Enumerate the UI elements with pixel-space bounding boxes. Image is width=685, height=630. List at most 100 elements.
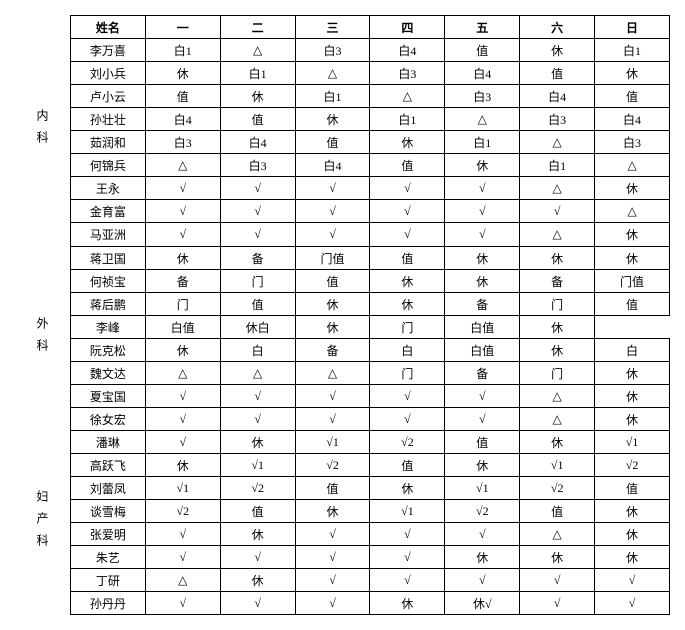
shift-cell: 门: [220, 270, 295, 293]
shift-cell: √: [145, 592, 220, 615]
shift-cell: 休: [520, 316, 595, 339]
shift-cell: 休: [370, 477, 445, 500]
shift-cell: 休: [520, 339, 595, 362]
shift-cell: 值: [520, 500, 595, 523]
shift-cell: 休: [145, 247, 220, 270]
name-cell: 李峰: [71, 316, 146, 339]
shift-cell: √: [220, 223, 295, 247]
shift-cell: √: [595, 592, 670, 615]
dept-label: 妇产科: [15, 431, 71, 615]
shift-cell: 白4: [595, 108, 670, 131]
shift-cell: 值: [520, 62, 595, 85]
shift-cell: √2: [445, 500, 520, 523]
shift-cell: √2: [295, 454, 370, 477]
header-day-3: 四: [370, 16, 445, 39]
shift-cell: △: [445, 108, 520, 131]
shift-cell: 白4: [220, 131, 295, 154]
shift-cell: √2: [370, 431, 445, 454]
shift-cell: √: [295, 523, 370, 546]
corner-blank: [15, 16, 71, 39]
name-cell: 夏宝国: [71, 385, 146, 408]
name-cell: 刘小兵: [71, 62, 146, 85]
shift-cell: 白3: [520, 108, 595, 131]
shift-cell: √: [145, 223, 220, 247]
shift-cell: √2: [145, 500, 220, 523]
shift-cell: 白值: [145, 316, 220, 339]
shift-cell: 白4: [295, 154, 370, 177]
shift-cell: △: [145, 362, 220, 385]
shift-cell: 休白: [220, 316, 295, 339]
header-day-1: 二: [220, 16, 295, 39]
shift-cell: √: [220, 200, 295, 223]
shift-cell: 白1: [295, 85, 370, 108]
shift-cell: 门: [520, 293, 595, 316]
shift-cell: △: [370, 85, 445, 108]
shift-cell: √: [445, 385, 520, 408]
schedule-table: 姓名一二三四五六日内科李万喜白1△白3白4值休白1刘小兵休白1△白3白4值休卢小…: [15, 15, 670, 615]
shift-cell: 休: [520, 546, 595, 569]
shift-cell: √: [295, 569, 370, 592]
shift-cell: 白: [595, 339, 670, 362]
shift-cell: 值: [295, 477, 370, 500]
shift-cell: 休: [145, 62, 220, 85]
shift-cell: √: [370, 546, 445, 569]
shift-cell: √: [220, 408, 295, 431]
shift-cell: √: [145, 408, 220, 431]
shift-cell: √: [295, 592, 370, 615]
shift-cell: √1: [145, 477, 220, 500]
dept-label: [15, 223, 71, 247]
shift-cell: 休: [595, 408, 670, 431]
shift-cell: 休: [595, 546, 670, 569]
header-name: 姓名: [71, 16, 146, 39]
shift-cell: 值: [295, 270, 370, 293]
shift-cell: 休: [220, 523, 295, 546]
shift-cell: 门值: [295, 247, 370, 270]
shift-cell: 值: [370, 454, 445, 477]
shift-cell: 白1: [370, 108, 445, 131]
shift-cell: 休: [445, 247, 520, 270]
shift-cell: 休: [595, 362, 670, 385]
shift-cell: √: [445, 408, 520, 431]
shift-cell: 门: [370, 362, 445, 385]
shift-cell: 白4: [445, 62, 520, 85]
shift-cell: 休: [445, 454, 520, 477]
shift-cell: 备: [445, 362, 520, 385]
shift-cell: √: [220, 385, 295, 408]
shift-cell: 休: [370, 270, 445, 293]
shift-cell: 休: [145, 339, 220, 362]
shift-cell: 值: [595, 477, 670, 500]
shift-cell: 休: [295, 500, 370, 523]
shift-cell: 白1: [595, 39, 670, 62]
shift-cell: √1: [445, 477, 520, 500]
shift-cell: √: [295, 385, 370, 408]
shift-cell: 备: [520, 270, 595, 293]
name-cell: 朱艺: [71, 546, 146, 569]
shift-cell: √: [370, 223, 445, 247]
shift-cell: 值: [595, 85, 670, 108]
shift-cell: 备: [295, 339, 370, 362]
shift-cell: √: [520, 569, 595, 592]
shift-cell: √: [145, 385, 220, 408]
shift-cell: 值: [220, 500, 295, 523]
shift-cell: 休: [595, 247, 670, 270]
shift-cell: 备: [145, 270, 220, 293]
shift-cell: 休: [295, 316, 370, 339]
shift-cell: 值: [145, 85, 220, 108]
shift-cell: 门值: [595, 270, 670, 293]
shift-cell: √: [370, 408, 445, 431]
name-cell: 孙壮壮: [71, 108, 146, 131]
name-cell: 李万喜: [71, 39, 146, 62]
shift-cell: √2: [520, 477, 595, 500]
name-cell: 何锦兵: [71, 154, 146, 177]
shift-cell: √: [295, 177, 370, 200]
shift-cell: 休: [370, 592, 445, 615]
name-cell: 刘蕾凤: [71, 477, 146, 500]
shift-cell: √: [370, 385, 445, 408]
shift-cell: √: [520, 200, 595, 223]
shift-cell: √: [220, 546, 295, 569]
shift-cell: √: [370, 177, 445, 200]
shift-cell: 休: [220, 431, 295, 454]
shift-cell: 休: [595, 223, 670, 247]
shift-cell: √2: [595, 454, 670, 477]
shift-cell: √: [370, 523, 445, 546]
